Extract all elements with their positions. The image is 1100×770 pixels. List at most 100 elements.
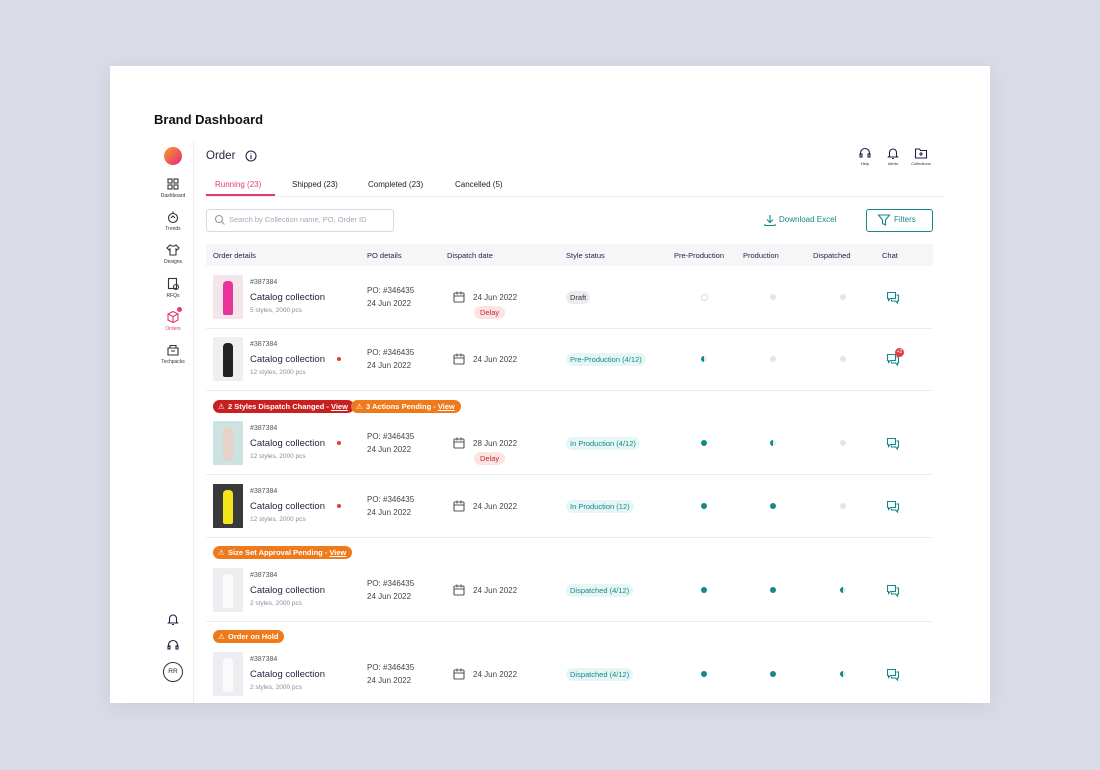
order-id: #387384 xyxy=(250,488,278,495)
sidebar-label[interactable]: Orders xyxy=(165,325,181,332)
progress-dot xyxy=(770,587,776,593)
product-thumbnail xyxy=(213,652,243,696)
row-divider xyxy=(206,390,933,391)
sidebar-label[interactable]: Techpacks xyxy=(161,359,185,365)
top-action-icon[interactable] xyxy=(914,146,928,160)
alert-pill: ⚠ Size Set Approval Pending - View xyxy=(213,546,353,559)
product-thumbnail xyxy=(213,337,243,381)
status-pill: Draft xyxy=(566,291,591,304)
filter-icon[interactable] xyxy=(877,213,891,227)
calendar-icon xyxy=(452,583,466,597)
sidebar-label[interactable]: Trends xyxy=(165,226,181,233)
calendar-icon xyxy=(452,290,466,304)
chat-icon[interactable] xyxy=(886,583,900,598)
top-action-label[interactable]: Alerts xyxy=(887,161,899,166)
alert-pill: ⚠ 2 Styles Dispatch Changed - View xyxy=(213,400,354,413)
tab[interactable]: Completed (23) xyxy=(368,180,424,189)
progress-dot xyxy=(701,356,707,362)
collection-name[interactable]: Catalog collection xyxy=(250,292,325,303)
filters-button[interactable] xyxy=(866,209,933,232)
progress-dot xyxy=(701,587,707,593)
collection-name[interactable]: Catalog collection xyxy=(250,438,325,449)
progress-dot xyxy=(840,294,846,300)
sidebar-label[interactable]: RFQs xyxy=(166,292,180,299)
chat-icon[interactable] xyxy=(886,499,900,514)
filters-label[interactable]: Filters xyxy=(894,215,916,224)
alert-text: 3 Actions Pending - xyxy=(366,402,438,411)
tabs-divider xyxy=(206,196,944,197)
alert-link[interactable]: View xyxy=(329,548,347,557)
sidebar-icon[interactable] xyxy=(166,177,180,191)
table-header xyxy=(206,244,933,266)
status-pill: Dispatched (4/12) xyxy=(566,668,634,681)
info-icon xyxy=(244,149,258,163)
search-icon xyxy=(213,213,227,227)
column-header: Pre-Production xyxy=(674,251,725,260)
tab[interactable]: Cancelled (5) xyxy=(455,180,503,189)
sidebar-label[interactable]: Dashboard xyxy=(160,193,186,199)
dashboard-card xyxy=(110,66,990,703)
chat-icon[interactable] xyxy=(886,436,900,451)
sidebar-icon[interactable] xyxy=(166,210,180,224)
progress-dot xyxy=(770,671,776,677)
collection-name[interactable]: Catalog collection xyxy=(250,669,325,680)
status-pill: In Production (12) xyxy=(566,500,634,513)
download-icon[interactable] xyxy=(763,213,777,227)
alert-text: Size Set Approval Pending - xyxy=(228,548,330,557)
po-date: 24 Jun 2022 xyxy=(367,361,412,370)
product-thumbnail xyxy=(213,568,243,612)
collection-name[interactable]: Catalog collection xyxy=(250,354,325,365)
order-id: #387384 xyxy=(250,656,278,663)
order-id: #387384 xyxy=(250,572,278,579)
top-action-icon[interactable] xyxy=(886,146,900,160)
search-box[interactable] xyxy=(206,209,394,232)
po-date: 24 Jun 2022 xyxy=(367,592,412,601)
top-action-label[interactable]: Help xyxy=(860,161,870,166)
product-thumbnail xyxy=(213,275,243,319)
progress-dot xyxy=(770,440,776,446)
chat-icon[interactable] xyxy=(886,290,900,305)
sidebar-icon[interactable] xyxy=(166,243,180,257)
download-excel[interactable]: Download Excel xyxy=(779,215,837,224)
row-divider xyxy=(206,328,933,329)
search-placeholder: Search by Collection name, PO, Order ID xyxy=(229,215,367,224)
top-action-label[interactable]: Collections xyxy=(911,161,931,166)
sidebar-icon[interactable] xyxy=(166,277,180,291)
progress-dot xyxy=(770,294,776,300)
sidebar-bell[interactable] xyxy=(166,612,180,626)
calendar-icon xyxy=(452,499,466,513)
collection-name[interactable]: Catalog collection xyxy=(250,501,325,512)
tab[interactable]: Running (23) xyxy=(215,180,262,189)
po-date: 24 Jun 2022 xyxy=(367,445,412,454)
dispatch-date: 24 Jun 2022 xyxy=(473,293,518,302)
avatar[interactable]: RR xyxy=(163,662,183,682)
alert-text: 2 Styles Dispatch Changed - xyxy=(228,402,331,411)
order-id: #387384 xyxy=(250,425,278,432)
chat-icon[interactable] xyxy=(886,667,900,682)
tab[interactable]: Shipped (23) xyxy=(292,180,338,189)
po-number: PO: #346435 xyxy=(367,432,415,441)
po-number: PO: #346435 xyxy=(367,348,415,357)
product-figure xyxy=(223,574,233,608)
calendar-icon xyxy=(452,352,466,366)
order-meta: 2 styles, 2000 pcs xyxy=(250,684,303,691)
po-number: PO: #346435 xyxy=(367,579,415,588)
top-action-icon[interactable] xyxy=(858,146,872,160)
dispatch-date: 24 Jun 2022 xyxy=(473,586,518,595)
dashboard-title: Brand Dashboard xyxy=(154,112,264,127)
alert-link[interactable]: View xyxy=(437,402,455,411)
delay-pill: Delay xyxy=(474,452,506,465)
sidebar-label[interactable]: Designs xyxy=(163,259,183,266)
sidebar-help[interactable] xyxy=(166,638,180,652)
status-pill: Dispatched (4/12) xyxy=(566,584,634,597)
row-divider xyxy=(206,474,933,475)
order-meta: 2 styles, 2000 pcs xyxy=(250,600,303,607)
sidebar-icon[interactable] xyxy=(166,343,180,357)
collection-name[interactable]: Catalog collection xyxy=(250,585,325,596)
progress-dot xyxy=(701,503,707,509)
alert-link[interactable]: View xyxy=(330,402,348,411)
column-header: Dispatched xyxy=(813,251,851,260)
sidebar-icon[interactable] xyxy=(166,310,180,324)
po-date: 24 Jun 2022 xyxy=(367,508,412,517)
dispatch-date: 24 Jun 2022 xyxy=(473,355,518,364)
